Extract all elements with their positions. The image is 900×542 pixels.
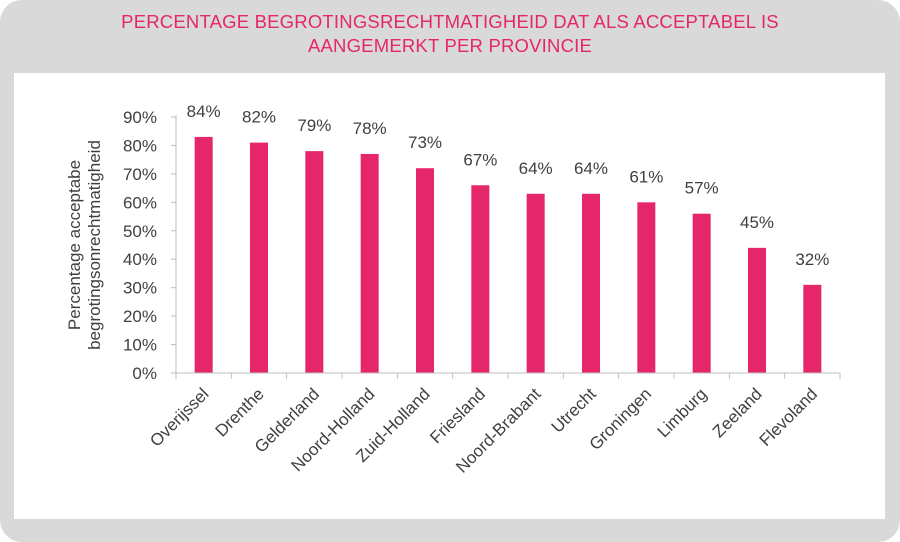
y-tick-label: 90% [123,108,157,127]
y-tick-label: 20% [123,307,157,326]
data-label: 64% [574,159,608,178]
bar [250,142,268,373]
y-axis-title: Percentage acceptabebegrotingsonrechtmat… [65,140,104,350]
bar [637,202,656,373]
y-tick-label: 40% [123,250,157,269]
y-axis-title-line: Percentage acceptabe [65,160,84,330]
chart-title-line-1: PERCENTAGE BEGROTINGSRECHTMATIGHEID DAT … [121,11,779,32]
x-tick-label: Drenthe [212,384,268,440]
y-tick-label: 30% [123,279,157,298]
bar [360,153,379,373]
bar [582,193,600,373]
bar [526,193,545,373]
data-label: 67% [463,150,497,169]
y-axis-title-text: Percentage acceptabebegrotingsonrechtmat… [65,140,104,350]
chart-title: PERCENTAGE BEGROTINGSRECHTMATIGHEID DAT … [0,10,900,58]
x-axis: Overijssel DrentheGelderlandNoord-Holland… [146,372,841,477]
bar [803,284,822,373]
bar [748,247,766,373]
bar [194,136,213,373]
x-tick-label: Overijssel [146,384,212,450]
x-tick-label: Zeeland [709,384,766,441]
y-tick-label: 0% [132,364,157,383]
data-label: 57% [685,179,719,198]
data-label: 32% [795,250,829,269]
y-tick-label: 50% [123,222,157,241]
y-tick-label: 60% [123,193,157,212]
bar [416,168,434,373]
y-tick-label: 70% [123,165,157,184]
bar [305,151,324,373]
data-labels: 84% 82% 79% 78% 73% 67% 64% 64% 61% 57% 45% 32% [187,102,830,269]
data-label: 45% [740,213,774,232]
data-label: 64% [519,159,553,178]
chart-title-line-2: AANGEMERKT PER PROVINCIE [307,35,593,56]
bar [692,213,711,373]
y-axis: 0% 10% 20% 30% 40% 50% 60% 70% 80% 90% [123,108,177,383]
data-label: 79% [297,116,331,135]
data-label: 84% [187,102,221,121]
x-tick-label: Flevoland [756,384,822,450]
data-label: 61% [629,167,663,186]
y-axis-title-line: begrotingsonrechtmatigheid [85,140,104,350]
data-label: 78% [353,119,387,138]
x-tick-label: Limburg [654,384,711,441]
x-tick-label: Utrecht [548,384,600,436]
y-tick-label: 10% [123,336,157,355]
data-label: 73% [408,133,442,152]
bar [471,185,490,373]
bars [194,136,822,373]
data-label: 82% [242,108,276,127]
plot-area [14,73,885,519]
y-tick-label: 80% [123,136,157,155]
